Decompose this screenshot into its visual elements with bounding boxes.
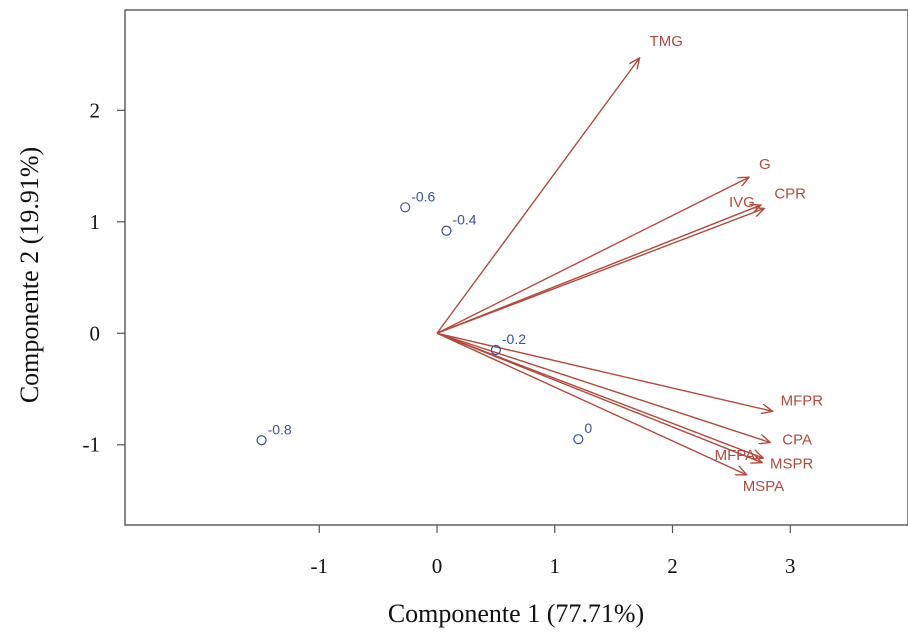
y-tick-label: 0 [90,321,101,345]
vector-mfpa [436,332,763,458]
score-point-label: 0 [584,420,592,436]
vector-label-mfpr: MFPR [781,392,824,409]
vector-label-cpa: CPA [782,432,812,449]
vector-label-tmg: TMG [650,33,683,50]
vector-label-g: G [759,156,771,173]
vector-ivg [436,205,761,334]
vector-label-mspr: MSPR [770,456,814,473]
x-tick-label: 2 [667,554,678,578]
score-point [256,435,267,446]
score-point-label: -0.4 [452,212,476,228]
score-point-label: -0.8 [268,421,292,437]
y-tick-label: 2 [90,98,101,122]
vector-tmg [436,58,640,334]
score-point-label: -0.6 [411,188,435,204]
x-tick-label: -1 [311,554,329,578]
vector-mspa [436,332,747,475]
score-point [441,225,452,236]
score-point [400,202,411,213]
y-tick-label: 1 [90,210,101,234]
vector-label-mfpa: MFPA [715,447,756,464]
score-point-label: -0.2 [502,331,526,347]
score-point [490,344,501,356]
x-axis-title: Componente 1 (77.71%) [388,599,644,628]
plot-frame [124,9,908,526]
x-tick-label: 1 [550,554,561,578]
score-point [573,434,584,445]
x-tick-label: 0 [432,554,443,578]
y-tick-label: -1 [83,433,101,457]
vector-label-ivg: IVG [729,194,755,211]
y-axis-title: Componente 2 (19.91%) [15,147,44,403]
vector-cpa [436,332,770,442]
vector-label-mspa: MSPA [743,478,784,495]
x-tick-label: 3 [785,554,796,578]
vector-g [436,177,749,334]
vector-mspr [436,332,762,462]
vector-label-cpr: CPR [774,185,806,202]
vector-cpr [436,208,764,334]
